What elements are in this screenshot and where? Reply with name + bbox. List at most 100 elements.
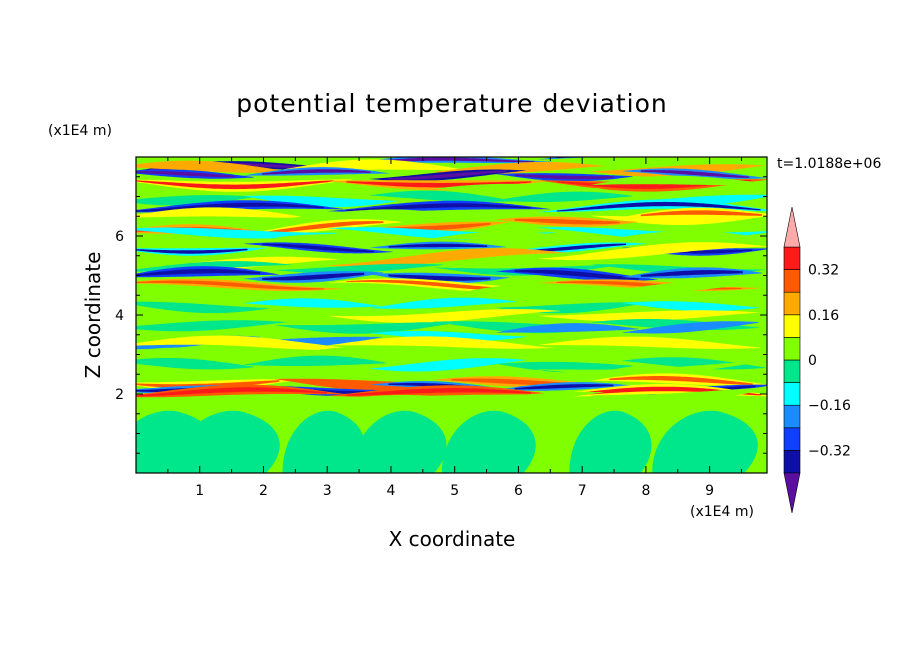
contour-band	[274, 263, 444, 274]
contour-band	[432, 231, 611, 244]
colorbar-label: 0.16	[808, 308, 839, 324]
contour-band	[327, 157, 554, 167]
contour-core	[136, 248, 248, 254]
contour-core	[556, 179, 752, 189]
colorbar-cell	[783, 314, 801, 338]
colorbar: 0.32 0.16 0 −0.16 −0.32	[783, 206, 851, 514]
contour-band	[136, 207, 312, 219]
contour-band	[136, 227, 340, 239]
y-tick-label: 2	[115, 387, 124, 403]
colorbar-label: −0.16	[808, 398, 851, 414]
contour-band	[243, 355, 387, 366]
boundary-blob	[282, 410, 365, 473]
x-unit-label: (x1E4 m)	[690, 504, 754, 520]
y-tick-label: 4	[115, 308, 124, 324]
colorbar-top-arrow	[783, 206, 801, 248]
boundary-blob	[569, 410, 652, 473]
contour-band	[136, 236, 302, 249]
colorbar-cell	[783, 246, 801, 270]
contour-core	[262, 169, 371, 175]
contour-band	[432, 391, 605, 406]
contour-core	[136, 380, 280, 389]
contour-band	[537, 310, 761, 322]
colorbar-cell	[783, 337, 801, 361]
contour-core	[136, 171, 235, 178]
contour-band	[369, 297, 516, 309]
colorbar-label: 0	[808, 353, 817, 369]
contour-core	[514, 243, 627, 253]
y-axis-label: Z coordinate	[81, 252, 105, 379]
y-unit-label: (x1E4 m)	[48, 123, 112, 139]
contour-band	[537, 242, 767, 261]
x-tick-label: 2	[259, 483, 268, 499]
colorbar-cell	[783, 450, 801, 474]
contour-core	[388, 274, 491, 281]
contour-band	[590, 175, 767, 186]
contour-core	[640, 270, 743, 277]
colorbar-cell	[783, 382, 801, 406]
contour-core	[388, 170, 507, 180]
contour-band	[495, 191, 633, 202]
contour-band	[136, 160, 293, 173]
contour-core	[514, 384, 614, 390]
contour-band	[369, 358, 526, 372]
contour-core	[514, 269, 639, 280]
x-tick-label: 6	[514, 483, 523, 499]
contour-band	[432, 348, 605, 359]
contour-band	[621, 321, 759, 334]
contour-core	[346, 388, 532, 396]
contour-core	[136, 180, 334, 190]
colorbar-cell	[783, 404, 801, 429]
colorbar-cell	[783, 291, 801, 316]
contour-field	[136, 157, 767, 473]
contour-band	[274, 290, 450, 301]
contour-core	[262, 272, 365, 281]
contour-core	[262, 221, 384, 234]
contour-band	[590, 230, 767, 243]
contour-core	[609, 376, 753, 385]
contour-band	[327, 369, 551, 382]
contour-core	[388, 222, 491, 231]
x-tick-label: 1	[195, 483, 204, 499]
contour-band	[432, 183, 602, 193]
contour-core	[556, 201, 761, 212]
contour-band	[590, 387, 767, 402]
contour-band	[537, 361, 767, 376]
contour-band	[432, 211, 605, 224]
colorbar-label: −0.32	[808, 443, 851, 459]
colorbar-label: 0.32	[808, 263, 839, 279]
contour-core	[136, 387, 328, 397]
contour-core	[346, 203, 532, 211]
boundary-blob	[174, 410, 280, 473]
x-tick-label: 7	[578, 483, 587, 499]
contour-core	[556, 386, 761, 397]
contour-band	[274, 209, 447, 221]
contour-band	[274, 346, 466, 357]
colorbar-cell	[783, 269, 801, 293]
contour-band	[136, 309, 353, 324]
contour-core	[262, 243, 374, 253]
y-tick-label: 6	[115, 229, 124, 245]
boundary-blob	[441, 410, 536, 473]
contour-core	[640, 170, 750, 178]
contour-band	[136, 195, 254, 206]
contour-band	[432, 283, 621, 298]
contour-core	[640, 210, 762, 217]
contour-band	[537, 336, 761, 349]
boundary-blob	[352, 410, 447, 473]
contour-band	[590, 280, 759, 295]
chart-title: potential temperature deviation	[236, 89, 667, 118]
contour-band	[369, 330, 526, 342]
contour-band	[243, 195, 400, 208]
x-tick-label: 5	[450, 483, 459, 499]
contour-band	[243, 298, 381, 308]
x-tick-label: 3	[323, 483, 332, 499]
x-tick-label: 9	[705, 483, 714, 499]
contour-band	[590, 350, 763, 362]
contour-band	[136, 320, 286, 332]
y-axis: 2 4 6	[115, 176, 767, 454]
colorbar-bottom-arrow	[783, 472, 801, 514]
boundary-blob	[652, 410, 758, 473]
colorbar-cell	[783, 427, 801, 451]
contour-core	[514, 218, 620, 225]
